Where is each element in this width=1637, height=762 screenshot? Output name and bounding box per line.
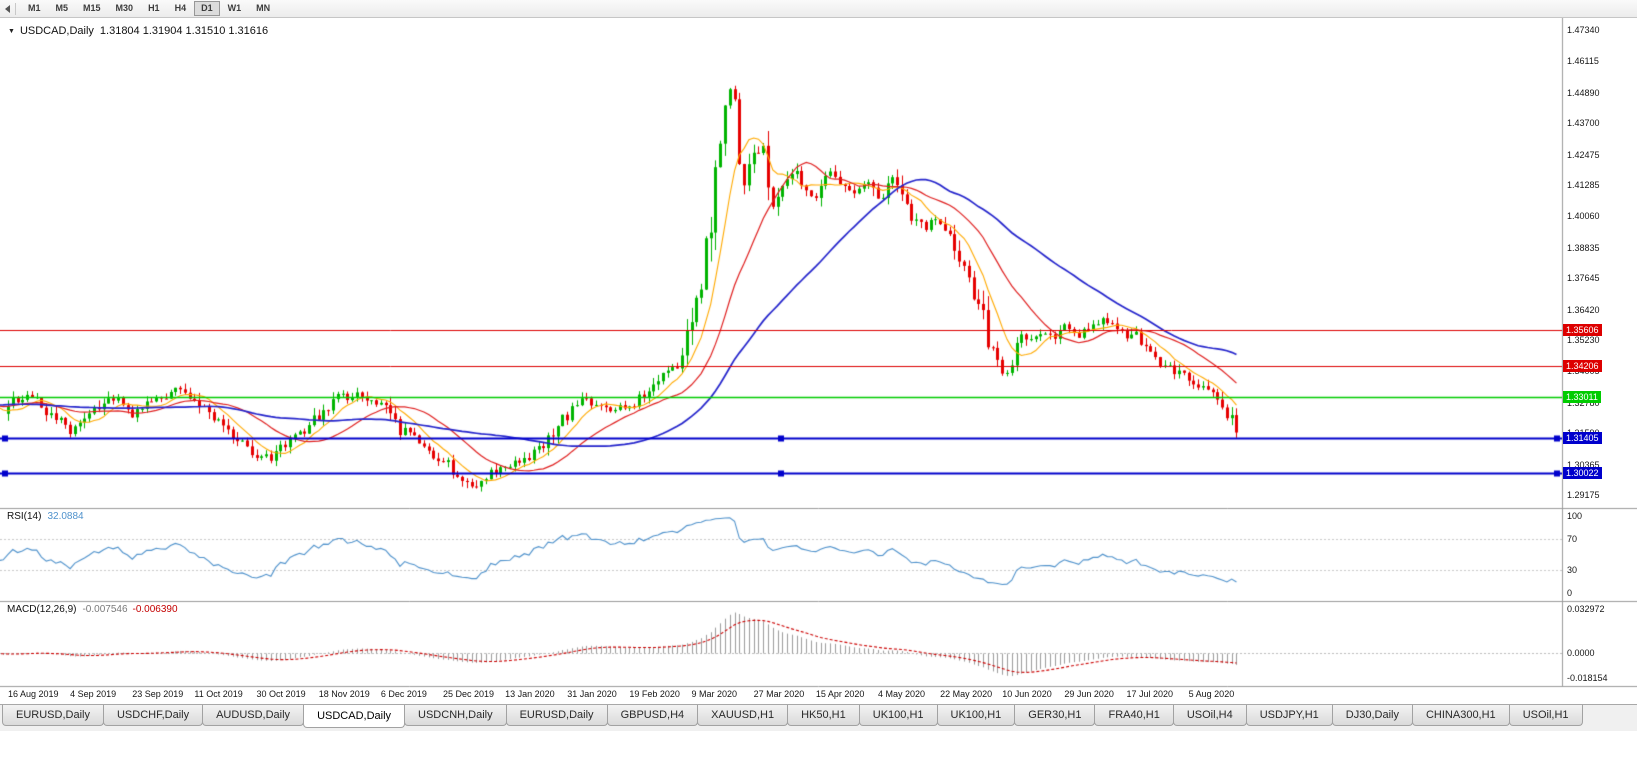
chart-tab-8-hk50-h1[interactable]: HK50,H1	[787, 705, 860, 726]
date-axis-label: 27 Mar 2020	[753, 689, 805, 699]
chart-tab-4-usdcnh-daily[interactable]: USDCNH,Daily	[404, 705, 507, 726]
date-axis-label: 15 Apr 2020	[815, 689, 865, 699]
price-axis-label: 1.44890	[1567, 87, 1600, 98]
price-axis-label: 1.42475	[1567, 149, 1600, 160]
timeframe-button-h1[interactable]: H1	[141, 1, 167, 16]
macd-signal-value: -0.006390	[132, 604, 178, 615]
date-axis-label: 17 Jul 2020	[1126, 689, 1174, 699]
timeframe-button-w1[interactable]: W1	[221, 1, 249, 16]
rsi-indicator-label: RSI(14) 32.0884	[7, 511, 84, 522]
date-axis-label: 13 Jan 2020	[505, 689, 555, 699]
toolbar-separator	[15, 2, 16, 15]
date-axis-label: 6 Dec 2019	[380, 689, 427, 699]
chart-tab-17-usoil-h1[interactable]: USOil,H1	[1508, 705, 1583, 726]
chart-tab-6-gbpusd-h4[interactable]: GBPUSD,H4	[606, 705, 699, 726]
price-axis-label: 1.38835	[1567, 242, 1600, 253]
date-axis-label: 22 May 2020	[940, 689, 993, 699]
rsi-axis-label: 30	[1567, 564, 1578, 575]
rsi-indicator-value: 32.0884	[47, 511, 84, 522]
price-line-tag: 1.34206	[1563, 360, 1602, 373]
chart-tab-16-china300-h1[interactable]: CHINA300,H1	[1411, 705, 1510, 726]
price-axis-label: 1.30365	[1567, 459, 1600, 470]
timeframe-button-m5[interactable]: M5	[49, 1, 76, 16]
chart-tab-14-usdjpy-h1[interactable]: USDJPY,H1	[1245, 705, 1333, 726]
chart-tab-5-eurusd-daily[interactable]: EURUSD,Daily	[505, 705, 608, 726]
timeframe-button-mn[interactable]: MN	[249, 1, 277, 16]
macd-axis-label: -0.018154	[1567, 673, 1608, 683]
price-line-tag: 1.31405	[1563, 431, 1602, 444]
chart-tab-9-uk100-h1[interactable]: UK100,H1	[858, 705, 938, 726]
chart-window: ▼ USDCAD,Daily 1.31804 1.31904 1.31510 1…	[0, 18, 1637, 704]
date-axis-label: 10 Jun 2020	[1002, 689, 1052, 699]
date-axis-label: 5 Aug 2020	[1188, 689, 1235, 699]
macd-indicator-name: MACD(12,26,9)	[7, 604, 77, 615]
date-axis-label: 18 Nov 2019	[318, 689, 370, 699]
price-axis-label: 1.35230	[1567, 335, 1600, 345]
date-axis-label: 19 Feb 2020	[629, 689, 680, 699]
rsi-axis-label: 100	[1567, 511, 1583, 521]
price-axis-label: 1.46115	[1567, 56, 1599, 67]
date-axis-label: 25 Dec 2019	[442, 689, 495, 699]
timeframe-button-m1[interactable]: M1	[21, 1, 48, 16]
price-line-tag: 1.35606	[1563, 324, 1602, 337]
chart-tab-11-ger30-h1[interactable]: GER30,H1	[1014, 705, 1096, 726]
chart-ohlc-values: 1.31804 1.31904 1.31510 1.31616	[99, 25, 269, 37]
macd-main-value: -0.007546	[82, 604, 128, 615]
price-axis-label: 1.47340	[1567, 25, 1600, 35]
toolbar-handle-icon[interactable]	[5, 4, 10, 13]
date-axis-label: 31 Jan 2020	[567, 689, 617, 699]
price-axis-label: 1.41285	[1567, 180, 1600, 190]
timeframe-button-d1[interactable]: D1	[194, 1, 220, 16]
price-axis-label: 1.43700	[1567, 118, 1600, 129]
macd-axis-label: 0.032972	[1567, 604, 1605, 614]
macd-indicator-label: MACD(12,26,9) -0.007546 -0.006390	[7, 604, 178, 615]
rsi-indicator-name: RSI(14)	[7, 511, 42, 522]
timeframe-toolbar: M1 M5 M15 M30 H1 H4 D1 W1 MN	[0, 0, 1637, 18]
price-line-tag: 1.30022	[1563, 467, 1602, 480]
chart-tab-7-xauusd-h1[interactable]: XAUUSD,H1	[697, 705, 789, 726]
chart-symbol-period: USDCAD,Daily	[19, 25, 94, 37]
date-axis-label: 11 Oct 2019	[194, 689, 243, 699]
price-line-tag: 1.33011	[1563, 390, 1601, 403]
timeframe-button-m15[interactable]: M15	[76, 1, 108, 16]
chart-tab-12-fra40-h1[interactable]: FRA40,H1	[1094, 705, 1174, 726]
date-axis-label: 29 Jun 2020	[1064, 689, 1114, 699]
price-axis-label: 1.36420	[1567, 304, 1600, 315]
price-axis-label: 1.29175	[1567, 490, 1600, 500]
macd-axis-label: 0.0000	[1567, 648, 1595, 659]
chart-tab-3-usdcad-daily[interactable]: USDCAD,Daily	[303, 705, 406, 728]
chart-tab-2-audusd-daily[interactable]: AUDUSD,Daily	[202, 705, 305, 726]
rsi-axis-label: 0	[1567, 588, 1573, 598]
chart-dropdown-icon: ▼	[8, 27, 15, 35]
chart-tab-15-dj30-daily[interactable]: DJ30,Daily	[1331, 705, 1413, 726]
price-axis-label: 1.37645	[1567, 273, 1600, 284]
chart-tab-13-usoil-h4[interactable]: USOil,H4	[1172, 705, 1247, 726]
chart-tab-0-eurusd-daily[interactable]: EURUSD,Daily	[2, 705, 104, 726]
chart-tab-1-usdchf-daily[interactable]: USDCHF,Daily	[102, 705, 204, 726]
chart-title: ▼ USDCAD,Daily 1.31804 1.31904 1.31510 1…	[8, 25, 268, 37]
date-axis-label: 30 Oct 2019	[256, 689, 306, 699]
price-chart-canvas[interactable]	[0, 18, 1637, 704]
timeframe-buttons: M1 M5 M15 M30 H1 H4 D1 W1 MN	[21, 1, 277, 16]
rsi-axis-label: 70	[1567, 534, 1578, 545]
date-axis-label: 4 Sep 2019	[70, 689, 117, 699]
price-axis-label: 1.40060	[1567, 211, 1600, 222]
date-axis-label: 4 May 2020	[877, 689, 925, 699]
chart-tabs-bar: EURUSD,Daily USDCHF,Daily AUDUSD,Daily USDC…	[0, 704, 1637, 731]
timeframe-button-m30[interactable]: M30	[109, 1, 141, 16]
timeframe-button-h4[interactable]: H4	[168, 1, 194, 16]
date-axis-label: 9 Mar 2020	[691, 689, 738, 699]
chart-tab-10-uk100-h1[interactable]: UK100,H1	[936, 705, 1016, 726]
date-axis-label: 23 Sep 2019	[132, 689, 184, 699]
date-axis-label: 16 Aug 2019	[8, 689, 59, 699]
